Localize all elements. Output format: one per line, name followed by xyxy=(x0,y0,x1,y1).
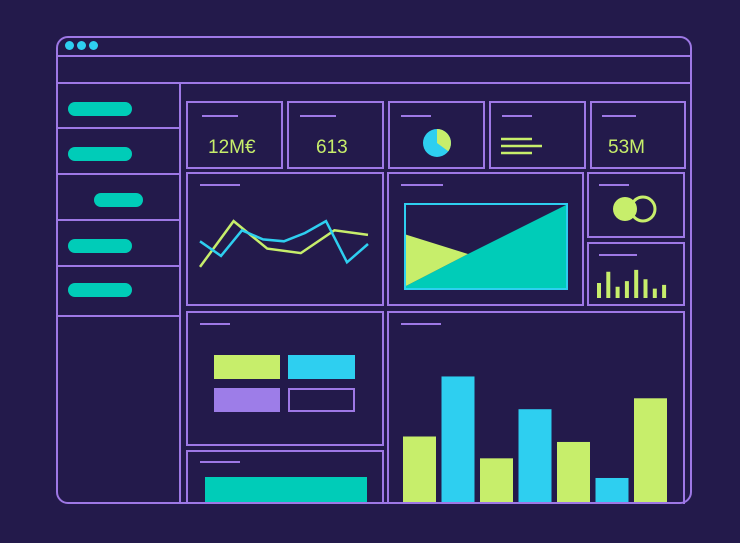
mini-bar-6 xyxy=(643,279,648,298)
bar-4[interactable] xyxy=(518,409,552,502)
bar-chart-panel[interactable] xyxy=(387,311,685,504)
area-chart-panel[interactable] xyxy=(387,172,584,306)
legend-swatch-lime xyxy=(214,355,280,379)
mini-bar-4 xyxy=(624,281,629,298)
sidebar-item-3[interactable] xyxy=(94,193,143,207)
legend-swatch-cyan xyxy=(288,355,355,379)
sidebar-item-1[interactable] xyxy=(68,102,132,116)
sidebar-row-divider xyxy=(57,265,179,267)
kpi-card-count[interactable]: 613 xyxy=(287,101,384,169)
overlapping-circles-icon xyxy=(613,195,657,223)
card-title-placeholder xyxy=(401,115,431,117)
bar-6[interactable] xyxy=(595,477,629,502)
sidebar-item-2[interactable] xyxy=(68,147,132,161)
line-chart xyxy=(198,219,369,268)
window-dot-maximize[interactable] xyxy=(89,41,98,50)
toolbar-divider xyxy=(57,82,691,84)
card-title-placeholder xyxy=(599,254,637,256)
mini-bar-3 xyxy=(615,286,620,298)
sidebar-row-divider xyxy=(57,315,179,317)
dashboard-window xyxy=(56,36,692,504)
bottom-left-panel[interactable] xyxy=(186,450,384,504)
titlebar-divider xyxy=(57,55,691,57)
bar-chart xyxy=(403,376,667,503)
pie-chart-icon xyxy=(423,129,451,157)
bar-3[interactable] xyxy=(480,458,513,502)
card-title-placeholder xyxy=(300,115,336,117)
card-title-placeholder xyxy=(602,115,636,117)
mini-bar-5 xyxy=(634,269,639,298)
legend-swatch-lavender xyxy=(214,388,280,412)
card-title-placeholder xyxy=(200,184,240,186)
kpi-value-revenue: 12M€ xyxy=(208,137,256,158)
kpi-card-pie[interactable] xyxy=(388,101,485,169)
mini-bar-panel[interactable] xyxy=(587,242,685,306)
legend-swatch-empty xyxy=(288,388,355,412)
sidebar-item-5[interactable] xyxy=(68,283,132,297)
card-title-placeholder xyxy=(502,115,532,117)
bar-2[interactable] xyxy=(441,376,475,502)
card-title-placeholder xyxy=(599,184,629,186)
mini-bar-1 xyxy=(597,283,601,298)
venn-panel[interactable] xyxy=(587,172,685,238)
bar-1[interactable] xyxy=(403,436,436,503)
kpi-value-volume: 53M xyxy=(608,137,645,158)
mini-bar-8 xyxy=(662,284,667,298)
sidebar-row-divider xyxy=(57,173,179,175)
line-series-1 xyxy=(198,219,369,268)
mini-bar-chart-icon xyxy=(597,269,667,298)
text-lines-icon xyxy=(501,137,542,155)
kpi-card-volume[interactable]: 53M xyxy=(590,101,686,169)
sidebar-divider xyxy=(179,83,181,503)
bottom-left-bar xyxy=(205,477,367,502)
legend-panel[interactable] xyxy=(186,311,384,446)
line-chart-panel[interactable] xyxy=(186,172,384,306)
card-title-placeholder xyxy=(401,184,443,186)
kpi-card-revenue[interactable]: 12M€ xyxy=(186,101,283,169)
sidebar-item-4[interactable] xyxy=(68,239,132,253)
window-dot-close[interactable] xyxy=(65,41,74,50)
card-title-placeholder xyxy=(200,461,240,463)
window-dot-minimize[interactable] xyxy=(77,41,86,50)
mini-bar-2 xyxy=(606,271,611,298)
sidebar-row-divider xyxy=(57,219,179,221)
area-chart-icon xyxy=(404,203,568,290)
sidebar-row-divider xyxy=(57,127,179,129)
kpi-card-lines[interactable] xyxy=(489,101,586,169)
line-series-2 xyxy=(199,219,369,265)
card-title-placeholder xyxy=(202,115,238,117)
card-title-placeholder xyxy=(401,323,441,325)
kpi-value-count: 613 xyxy=(316,137,348,158)
bar-5[interactable] xyxy=(557,441,590,502)
bar-7[interactable] xyxy=(634,398,667,502)
card-title-placeholder xyxy=(200,323,230,325)
mini-bar-7 xyxy=(652,288,657,298)
